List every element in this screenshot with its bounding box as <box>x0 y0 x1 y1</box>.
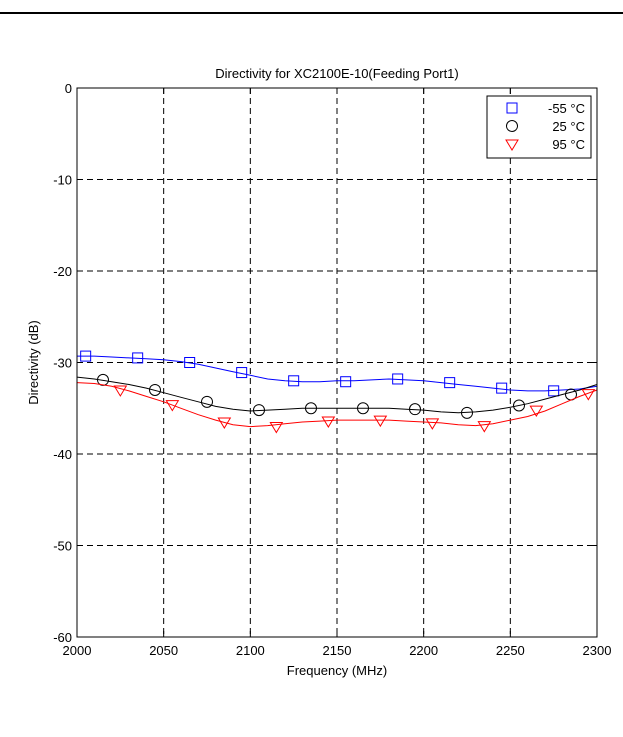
data-point-series-2 <box>321 416 336 429</box>
series-line-0 <box>77 355 598 392</box>
data-point-series-1 <box>253 404 265 417</box>
data-point-series-1 <box>201 395 213 408</box>
y-tick-label: -10 <box>53 173 72 188</box>
x-tick-label: 2050 <box>149 643 178 658</box>
data-point-series-2 <box>165 400 180 412</box>
x-tick-label: 2000 <box>63 643 92 658</box>
legend-marker-1 <box>506 120 518 132</box>
data-point-series-1 <box>305 402 317 415</box>
data-point-series-2 <box>269 422 284 434</box>
x-tick-label: 2250 <box>496 643 525 658</box>
series-line-1 <box>76 376 598 414</box>
y-tick-label: -40 <box>53 447 72 462</box>
data-point-series-0 <box>392 373 404 385</box>
chart-title: Directivity for XC2100E-10(Feeding Port1… <box>215 66 459 81</box>
y-tick-label: -20 <box>53 264 72 279</box>
data-point-series-2 <box>113 385 128 397</box>
data-point-series-0 <box>340 376 352 388</box>
top-border-line <box>0 12 623 14</box>
data-point-series-0 <box>236 367 248 379</box>
data-point-series-1 <box>149 383 161 396</box>
data-point-series-2 <box>477 421 492 433</box>
data-point-series-2 <box>529 405 544 418</box>
data-point-series-0 <box>444 377 456 389</box>
data-point-series-2 <box>581 389 596 401</box>
legend-box <box>486 95 592 159</box>
y-axis-label: Directivity (dB) <box>26 320 41 405</box>
data-point-series-0 <box>80 350 92 362</box>
series-line-2 <box>76 382 598 428</box>
y-tick-label: -30 <box>53 356 72 371</box>
y-tick-label: -60 <box>53 630 72 645</box>
data-point-series-0 <box>288 375 300 387</box>
data-point-series-2 <box>425 418 440 430</box>
legend-label: 25 °C <box>552 119 585 134</box>
x-tick-label: 2200 <box>409 643 438 658</box>
y-tick-label: -50 <box>53 539 72 554</box>
x-tick-label: 2300 <box>583 643 612 658</box>
legend-label: 95 °C <box>552 137 585 152</box>
y-tick-label: 0 <box>65 81 72 96</box>
x-tick-label: 2100 <box>236 643 265 658</box>
data-point-series-1 <box>461 406 473 419</box>
plot-frame <box>76 87 598 638</box>
data-point-series-1 <box>357 402 369 415</box>
legend-marker-2 <box>505 139 519 151</box>
data-point-series-2 <box>217 417 232 429</box>
x-axis-label: Frequency (MHz) <box>287 663 387 678</box>
data-point-series-0 <box>496 382 508 394</box>
data-point-series-0 <box>184 357 196 368</box>
data-point-series-0 <box>548 385 560 397</box>
x-tick-label: 2150 <box>323 643 352 658</box>
legend-label: -55 °C <box>548 101 585 116</box>
data-point-series-1 <box>409 403 421 416</box>
data-point-series-2 <box>373 415 388 428</box>
data-point-series-1 <box>513 399 525 412</box>
data-point-series-0 <box>132 352 144 364</box>
legend-marker-0 <box>506 102 518 114</box>
